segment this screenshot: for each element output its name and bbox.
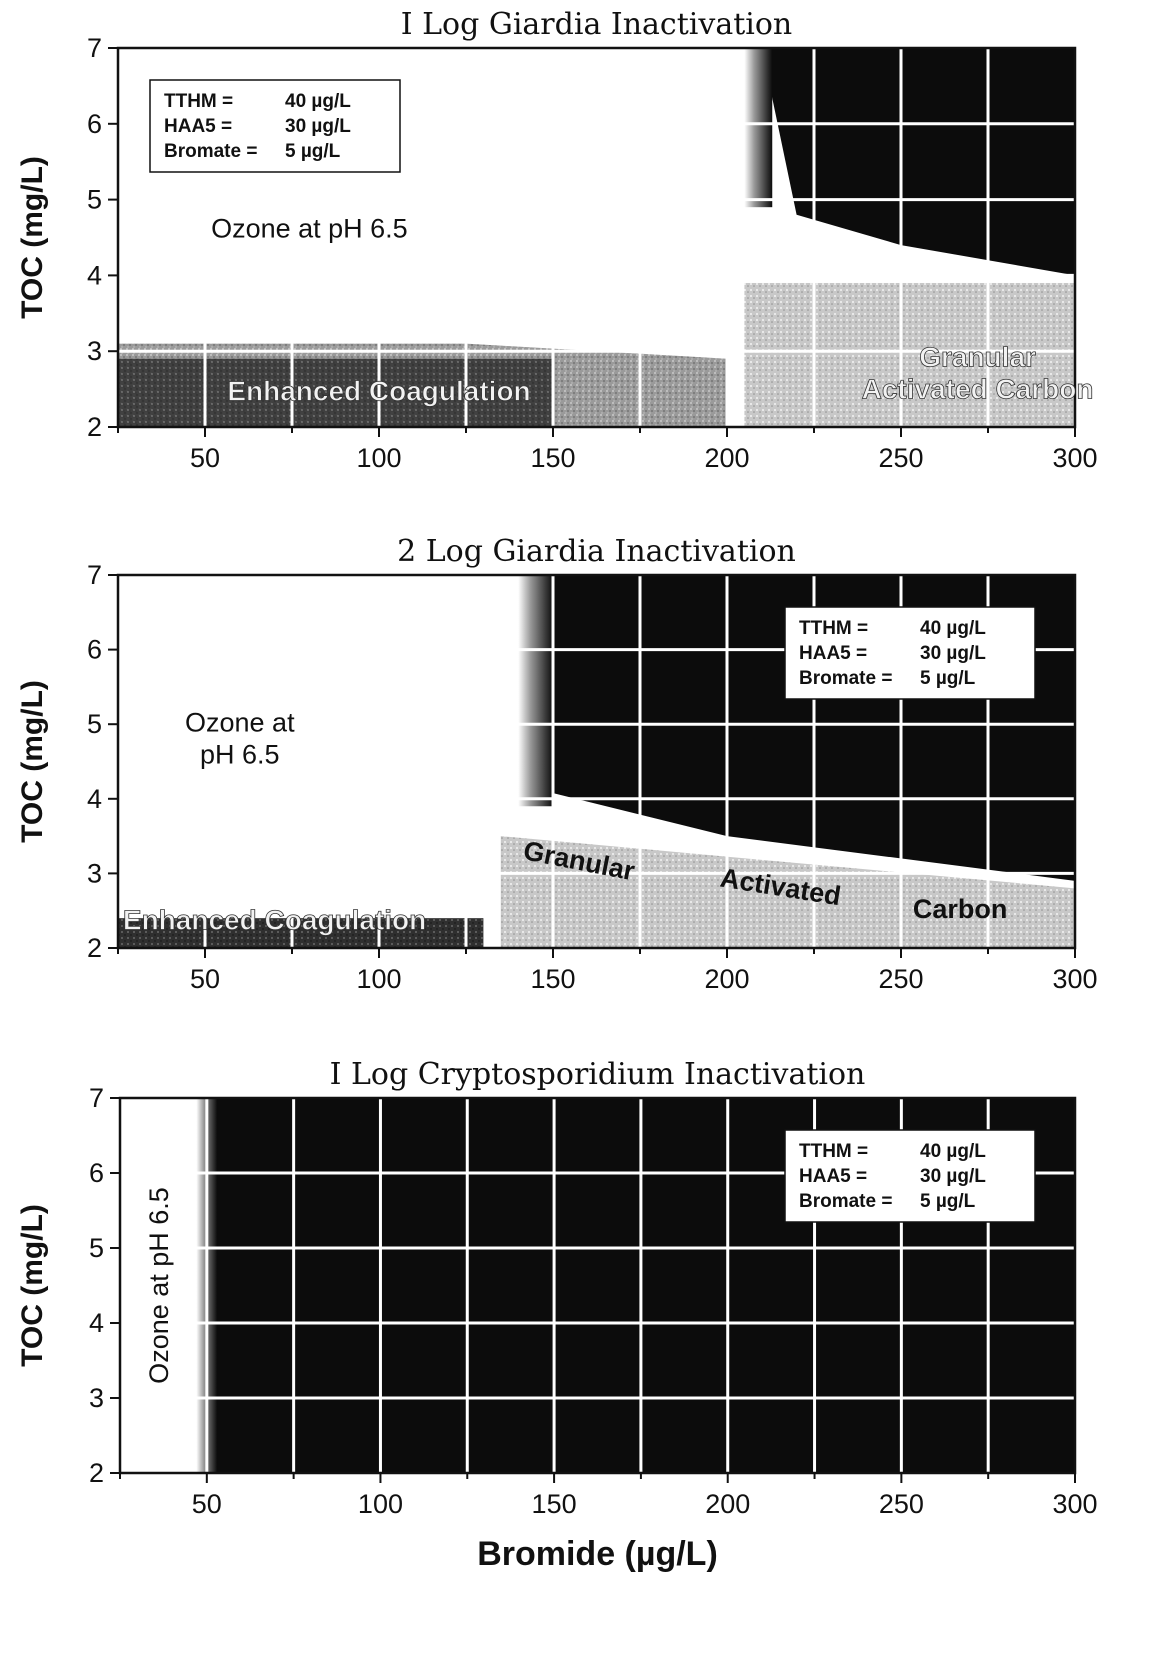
y-tick-label: 6 xyxy=(87,635,102,665)
x-tick-label: 250 xyxy=(879,1489,924,1519)
y-tick-label: 2 xyxy=(87,412,102,442)
chart-3: I Log Cryptosporidium Inactivation 2 3 4 5 6 7… xyxy=(16,1057,1098,1573)
chart-title: 2 Log Giardia Inactivation xyxy=(397,534,796,569)
legend-value: 5 µg/L xyxy=(920,668,976,689)
plot-frame xyxy=(116,573,1077,950)
legend-key: TTHM = xyxy=(799,1141,868,1162)
legend-key: TTHM = xyxy=(164,91,233,112)
region-label: Enhanced Coagulation xyxy=(123,904,426,935)
x-tick-label: 200 xyxy=(705,1489,750,1519)
region-enhanced-coagulation-core xyxy=(118,358,553,427)
y-tick-label: 4 xyxy=(87,784,102,814)
y-tick-label: 7 xyxy=(87,33,102,63)
region-enhanced-coagulation xyxy=(118,918,484,948)
y-axis-label: TOC (mg/L) xyxy=(16,156,49,319)
region-label: Granular xyxy=(919,341,1036,372)
y-tick-label: 3 xyxy=(87,858,102,888)
x-tick-label: 100 xyxy=(358,1489,403,1519)
y-tick-label: 2 xyxy=(89,1458,104,1488)
region-label-ozone: Ozone at pH 6.5 xyxy=(144,1187,174,1384)
chart-1: I Log Giardia Inactivation 2 3 4 5 6 7 50 100 150… xyxy=(16,7,1098,473)
region-label: Activated Carbon xyxy=(862,373,1094,404)
plot-area xyxy=(118,48,1075,427)
region-label: pH 6.5 xyxy=(200,740,280,770)
legend-value: 40 µg/L xyxy=(920,618,986,639)
x-tick-label: 250 xyxy=(878,964,923,994)
legend-box xyxy=(784,606,1036,700)
legend-key: TTHM = xyxy=(799,618,868,639)
x-tick-label: 100 xyxy=(356,964,401,994)
legend: TTHM = 40 µg/L HAA5 = 30 µg/L Bromate = 5 µg/… xyxy=(784,1129,1036,1223)
x-tick-label: 200 xyxy=(704,964,749,994)
legend-value: 30 µg/L xyxy=(920,1166,986,1187)
legend-key: Bromate = xyxy=(799,1191,892,1212)
legend-value: 30 µg/L xyxy=(285,116,351,137)
chart-title: I Log Giardia Inactivation xyxy=(401,7,793,42)
x-tick-label: 200 xyxy=(704,443,749,473)
y-tick-label: 5 xyxy=(89,1233,104,1263)
legend-value: 40 µg/L xyxy=(920,1141,986,1162)
plot-frame xyxy=(118,1096,1077,1475)
y-tick-label: 5 xyxy=(87,185,102,215)
legend-value: 5 µg/L xyxy=(920,1191,976,1212)
x-tick-label: 150 xyxy=(530,443,575,473)
chart-2: 2 Log Giardia Inactivation 2 3 4 5 6 7 50 100 150… xyxy=(16,534,1098,994)
x-tick-label: 300 xyxy=(1052,964,1097,994)
y-tick-label: 4 xyxy=(87,260,102,290)
legend-key: Bromate = xyxy=(164,141,257,162)
legend-value: 40 µg/L xyxy=(285,91,351,112)
y-tick-label: 2 xyxy=(87,933,102,963)
x-tick-label: 150 xyxy=(532,1489,577,1519)
legend: TTHM = 40 µg/L HAA5 = 30 µg/L Bromate = 5 µg/… xyxy=(784,606,1036,700)
region-black-edge xyxy=(518,575,553,807)
legend-key: Bromate = xyxy=(799,668,892,689)
plot-frame xyxy=(116,46,1077,429)
x-tick-label: 300 xyxy=(1052,443,1097,473)
y-tick-label: 4 xyxy=(89,1308,104,1338)
y-tick-label: 3 xyxy=(87,336,102,366)
legend-value: 30 µg/L xyxy=(920,643,986,664)
y-axis-label: TOC (mg/L) xyxy=(16,680,49,843)
x-tick-label: 300 xyxy=(1052,1489,1097,1519)
region-black-edge xyxy=(744,48,773,208)
legend-box xyxy=(149,79,401,173)
x-axis-label: Bromide (µg/L) xyxy=(477,1535,718,1573)
chart-title: I Log Cryptosporidium Inactivation xyxy=(330,1057,866,1092)
y-tick-label: 6 xyxy=(87,109,102,139)
x-tick-label: 50 xyxy=(190,964,220,994)
x-tick-label: 150 xyxy=(530,964,575,994)
x-tick-label: 250 xyxy=(878,443,923,473)
legend-value: 5 µg/L xyxy=(285,141,341,162)
legend: TTHM = 40 µg/L HAA5 = 30 µg/L Bromate = 5 µg/… xyxy=(149,79,401,173)
y-tick-label: 5 xyxy=(87,709,102,739)
x-tick-label: 50 xyxy=(190,443,220,473)
legend-key: HAA5 = xyxy=(799,643,867,664)
region-gac xyxy=(744,282,1075,427)
region-black xyxy=(761,48,1075,276)
y-tick-label: 3 xyxy=(89,1383,104,1413)
x-tick-label: 100 xyxy=(356,443,401,473)
region-label: Ozone at pH 6.5 xyxy=(211,214,408,244)
y-tick-label: 7 xyxy=(89,1083,104,1113)
legend-box xyxy=(784,1129,1036,1223)
x-tick-label: 50 xyxy=(192,1489,222,1519)
region-label-gac: Carbon xyxy=(913,894,1008,924)
legend-key: HAA5 = xyxy=(164,116,232,137)
y-axis-label: TOC (mg/L) xyxy=(16,1204,49,1367)
region-label: Enhanced Coagulation xyxy=(227,375,530,406)
legend-key: HAA5 = xyxy=(799,1166,867,1187)
y-tick-label: 7 xyxy=(87,560,102,590)
region-gac xyxy=(500,836,1075,948)
y-tick-label: 6 xyxy=(89,1158,104,1188)
region-label: Ozone at xyxy=(185,708,295,738)
